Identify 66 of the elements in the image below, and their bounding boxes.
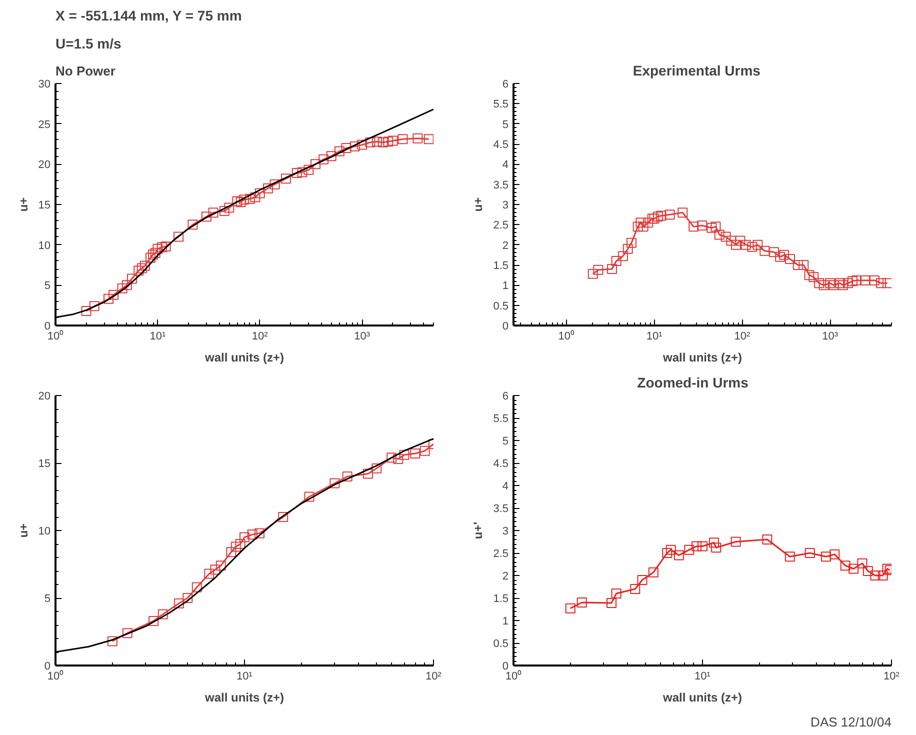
y-tick-label: 4.5 bbox=[493, 458, 509, 470]
chart-title: Zoomed-in Urms bbox=[637, 374, 749, 390]
y-tick-label: 3 bbox=[502, 200, 509, 212]
x-tick-label: 10² bbox=[884, 670, 900, 682]
y-tick-label: 1 bbox=[502, 280, 509, 292]
x-tick-label: 10² bbox=[734, 330, 750, 342]
y-axis-title: u+ bbox=[16, 197, 30, 212]
x-axis-title: wall units (z+) bbox=[204, 350, 284, 364]
y-tick-label: 5.5 bbox=[493, 98, 509, 111]
y-tick-label: 1.5 bbox=[493, 260, 509, 272]
x-tick-label: 10² bbox=[252, 330, 268, 342]
y-tick-label: 5.5 bbox=[493, 413, 509, 425]
y-tick-label: 25 bbox=[38, 118, 51, 131]
y-tick-label: 20 bbox=[38, 390, 51, 402]
x-tick-label: 10¹ bbox=[646, 330, 663, 342]
x-tick-label: 10² bbox=[426, 670, 442, 682]
y-axis-title: u+' bbox=[471, 522, 486, 540]
y-tick-label: 20 bbox=[38, 159, 51, 172]
y-tick-label: 2 bbox=[502, 570, 509, 582]
y-tick-label: 15 bbox=[38, 200, 51, 212]
x-tick-label: 10¹ bbox=[236, 670, 253, 682]
x-axis-title: wall units (z+) bbox=[662, 690, 742, 704]
y-tick-label: 4 bbox=[502, 159, 509, 172]
y-tick-label: 2.5 bbox=[493, 548, 509, 560]
x-tick-label: 10⁰ bbox=[47, 670, 64, 682]
y-tick-label: 1 bbox=[502, 616, 509, 628]
y-tick-label: 6 bbox=[502, 78, 509, 90]
x-tick-label: 10³ bbox=[354, 330, 370, 342]
y-tick-label: 4.5 bbox=[493, 139, 509, 151]
x-tick-label: 10⁰ bbox=[505, 670, 522, 682]
x-axis-title: wall units (z+) bbox=[662, 350, 742, 364]
chart-title: Experimental Urms bbox=[632, 62, 761, 78]
y-tick-label: 3 bbox=[502, 526, 509, 538]
chart-title: X = -551.144 mm, Y = 75 mm bbox=[56, 8, 242, 24]
x-axis-title: wall units (z+) bbox=[204, 690, 284, 704]
y-tick-label: 5 bbox=[502, 436, 509, 448]
y-tick-label: 4 bbox=[502, 480, 509, 492]
y-tick-label: 1.5 bbox=[493, 593, 509, 605]
text: DAS 12/10/04 bbox=[810, 714, 892, 730]
y-tick-label: 5 bbox=[44, 593, 51, 605]
y-tick-label: 0 bbox=[502, 320, 509, 332]
text: No Power bbox=[56, 64, 116, 78]
y-axis-title: u+ bbox=[16, 523, 30, 538]
y-tick-label: 30 bbox=[38, 78, 51, 90]
y-tick-label: 10 bbox=[38, 240, 51, 252]
y-tick-label: 5 bbox=[502, 118, 509, 131]
x-tick-label: 10¹ bbox=[694, 670, 711, 682]
y-axis-title: u+ bbox=[471, 197, 486, 212]
y-tick-label: 0.5 bbox=[493, 300, 509, 312]
y-tick-label: 10 bbox=[38, 526, 51, 538]
x-tick-label: 10⁰ bbox=[558, 330, 575, 342]
y-tick-label: 15 bbox=[38, 458, 51, 470]
y-tick-label: 3.5 bbox=[493, 179, 509, 192]
x-tick-label: 10¹ bbox=[150, 330, 166, 342]
y-tick-label: 0 bbox=[44, 660, 51, 672]
y-tick-label: 2 bbox=[502, 240, 509, 252]
x-tick-label: 10³ bbox=[822, 330, 838, 342]
y-tick-label: 0 bbox=[44, 320, 51, 332]
y-tick-label: 5 bbox=[44, 280, 51, 292]
y-tick-label: 3.5 bbox=[493, 503, 509, 515]
x-tick-label: 10⁰ bbox=[47, 330, 64, 342]
y-tick-label: 2.5 bbox=[493, 220, 509, 232]
y-tick-label: 0.5 bbox=[493, 638, 509, 650]
chart-subtitle: U=1.5 m/s bbox=[56, 36, 122, 52]
y-tick-label: 6 bbox=[502, 390, 509, 402]
y-tick-label: 0 bbox=[502, 660, 509, 672]
